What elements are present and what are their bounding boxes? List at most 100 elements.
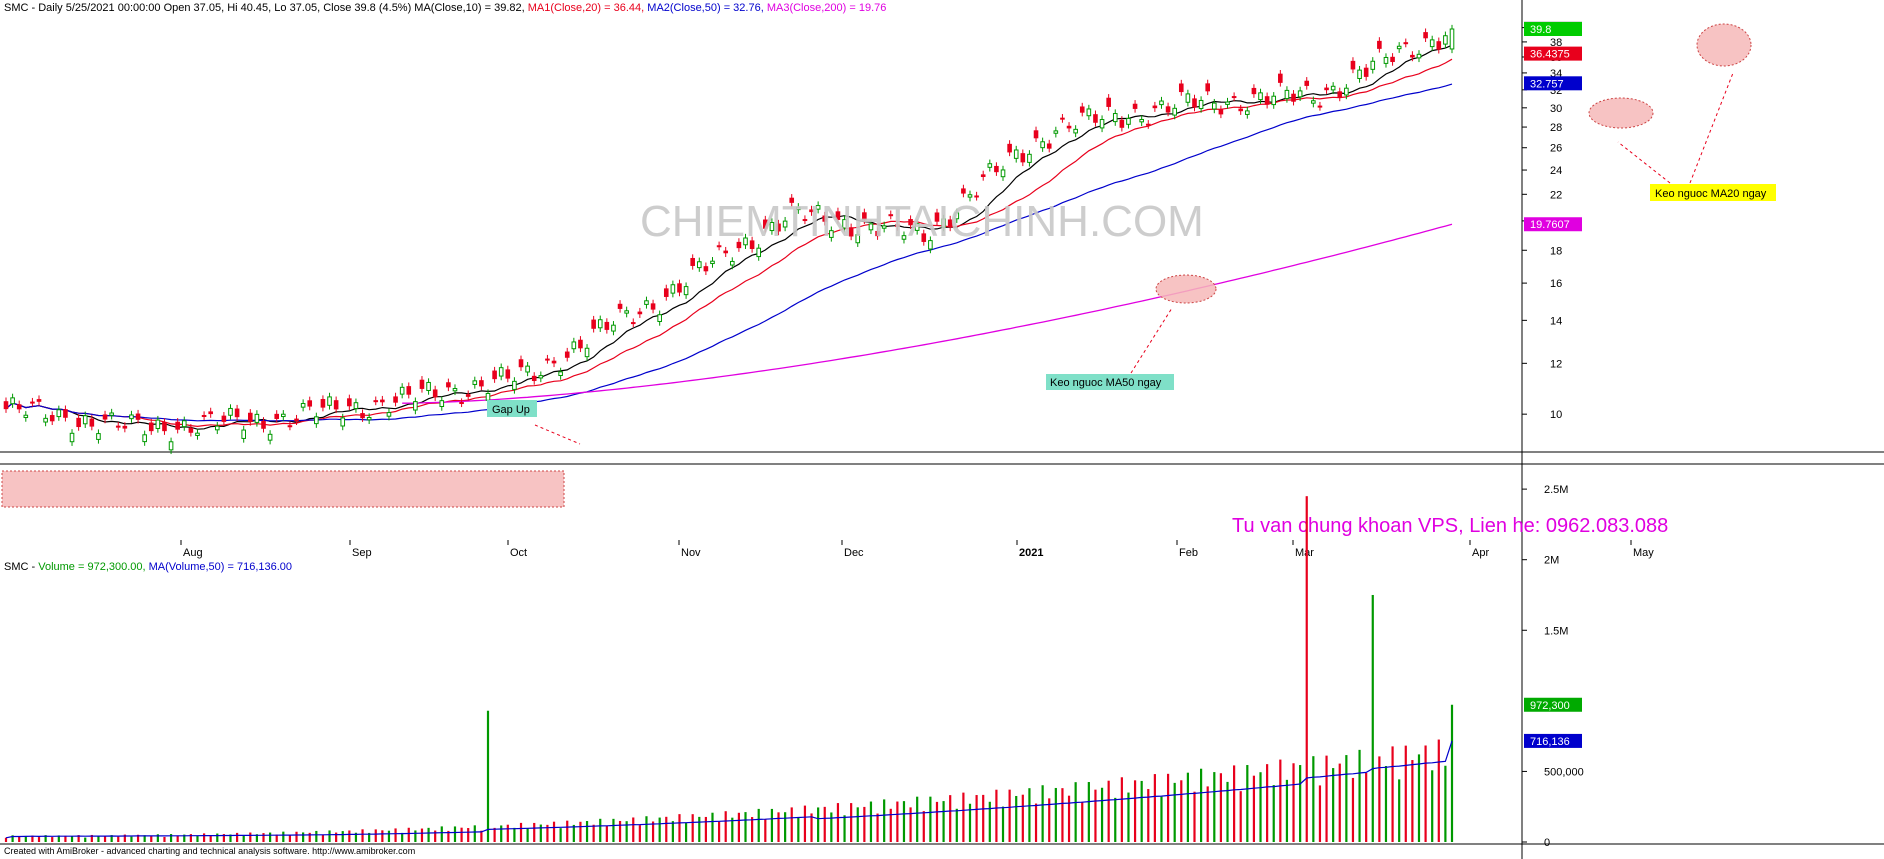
- volume-header-prefix: SMC -: [4, 561, 39, 573]
- volume-bar: [1087, 782, 1090, 842]
- volume-bar: [1028, 788, 1031, 842]
- candle-body: [1423, 32, 1428, 39]
- candle-body: [967, 194, 973, 198]
- ma10-line: [5, 44, 1453, 430]
- volume-bar: [777, 812, 780, 842]
- candle-body: [690, 257, 695, 266]
- volume-bar: [645, 816, 648, 842]
- volume-bar: [341, 831, 344, 842]
- candle-body: [888, 214, 894, 217]
- volume-bar: [143, 835, 146, 842]
- volume-bar: [817, 807, 820, 842]
- candle-body: [1013, 149, 1019, 159]
- volume-bar: [836, 803, 840, 842]
- volume-bar: [354, 832, 358, 842]
- volume-bar: [1246, 765, 1249, 842]
- volume-bar: [169, 834, 173, 842]
- volume-bar: [103, 835, 107, 842]
- ma200-legend: MA3(Close,200) = 19.76: [766, 2, 887, 14]
- volume-bar: [830, 812, 833, 842]
- volume-bar: [242, 835, 245, 842]
- candle-body: [1165, 106, 1171, 113]
- candle-body: [644, 300, 649, 305]
- volume-bar: [651, 821, 655, 842]
- volume-bar: [665, 816, 668, 842]
- candle-body: [630, 322, 636, 325]
- volume-bar: [414, 830, 417, 842]
- volume-bar: [440, 826, 443, 842]
- candle-body: [1225, 101, 1230, 105]
- ma50-touch-ellipse: [1155, 274, 1217, 304]
- volume-bar: [427, 827, 430, 842]
- candle-body: [597, 319, 603, 329]
- volume-bar: [321, 834, 325, 842]
- candle-body: [1132, 103, 1138, 109]
- volume-bar: [526, 828, 529, 842]
- candle-body: [677, 283, 682, 293]
- candle-body: [954, 212, 960, 220]
- candle-body: [1330, 85, 1336, 91]
- candle-body: [89, 418, 95, 427]
- volume-value-label: 716,136: [1530, 736, 1570, 748]
- candle-body: [657, 314, 662, 322]
- volume-bar: [467, 828, 470, 842]
- x-tick-label: May: [1633, 547, 1654, 559]
- volume-bar: [97, 836, 100, 842]
- candle-body: [162, 421, 167, 432]
- candle-body: [505, 369, 511, 379]
- volume-bar: [401, 832, 404, 842]
- volume-bar: [539, 824, 542, 842]
- candle-body: [43, 417, 48, 423]
- candle-body: [221, 415, 227, 422]
- candle-body: [815, 205, 821, 210]
- volume-bar: [31, 835, 34, 842]
- candle-body: [1370, 60, 1376, 70]
- volume-bar: [724, 811, 727, 842]
- candle-body: [901, 235, 907, 240]
- ma20-label: Keo nguoc MA20 ngay: [1655, 188, 1767, 200]
- candle-body: [327, 396, 332, 406]
- volume-value-label: 972,300: [1530, 700, 1570, 712]
- candle-body: [472, 380, 478, 385]
- volume-bar: [916, 796, 919, 842]
- volume-bar: [70, 836, 74, 842]
- candle-body: [538, 375, 544, 379]
- volume-bar: [176, 835, 179, 842]
- volume-bar: [1444, 765, 1447, 842]
- volume-bar: [1074, 782, 1077, 842]
- candle-body: [842, 219, 847, 229]
- volume-bar: [249, 832, 252, 842]
- volume-bar: [717, 821, 721, 842]
- candle-body: [36, 399, 42, 402]
- candle-body: [56, 409, 62, 418]
- candle-body: [155, 419, 161, 429]
- volume-bar: [1100, 787, 1104, 842]
- volume-bar: [315, 830, 318, 842]
- price-tick-label: 18: [1550, 245, 1562, 257]
- volume-bar: [678, 814, 681, 842]
- volume-header: SMC - Volume = 972,300.00, MA(Volume,50)…: [4, 561, 292, 573]
- volume-bar: [658, 817, 661, 842]
- candle-body: [479, 380, 484, 387]
- volume-bar: [1272, 785, 1275, 842]
- candle-body: [974, 195, 979, 198]
- candle-body: [710, 260, 715, 265]
- volume-bar: [84, 837, 87, 842]
- candle-body: [591, 319, 596, 329]
- candle-body: [261, 420, 266, 429]
- candle-body: [683, 286, 689, 296]
- volume-bar: [328, 830, 331, 842]
- price-value-label: 36.4375: [1530, 49, 1570, 61]
- volume-bar: [1345, 755, 1348, 842]
- volume-bar: [222, 834, 225, 842]
- candle-body: [637, 311, 643, 315]
- candle-body: [129, 414, 134, 420]
- candle-body: [1079, 106, 1085, 113]
- candle-body: [558, 371, 563, 376]
- volume-bar: [1206, 786, 1209, 842]
- volume-bar: [18, 836, 21, 842]
- volume-bar: [784, 812, 787, 842]
- candle-body: [228, 407, 233, 416]
- candle-body: [716, 245, 722, 248]
